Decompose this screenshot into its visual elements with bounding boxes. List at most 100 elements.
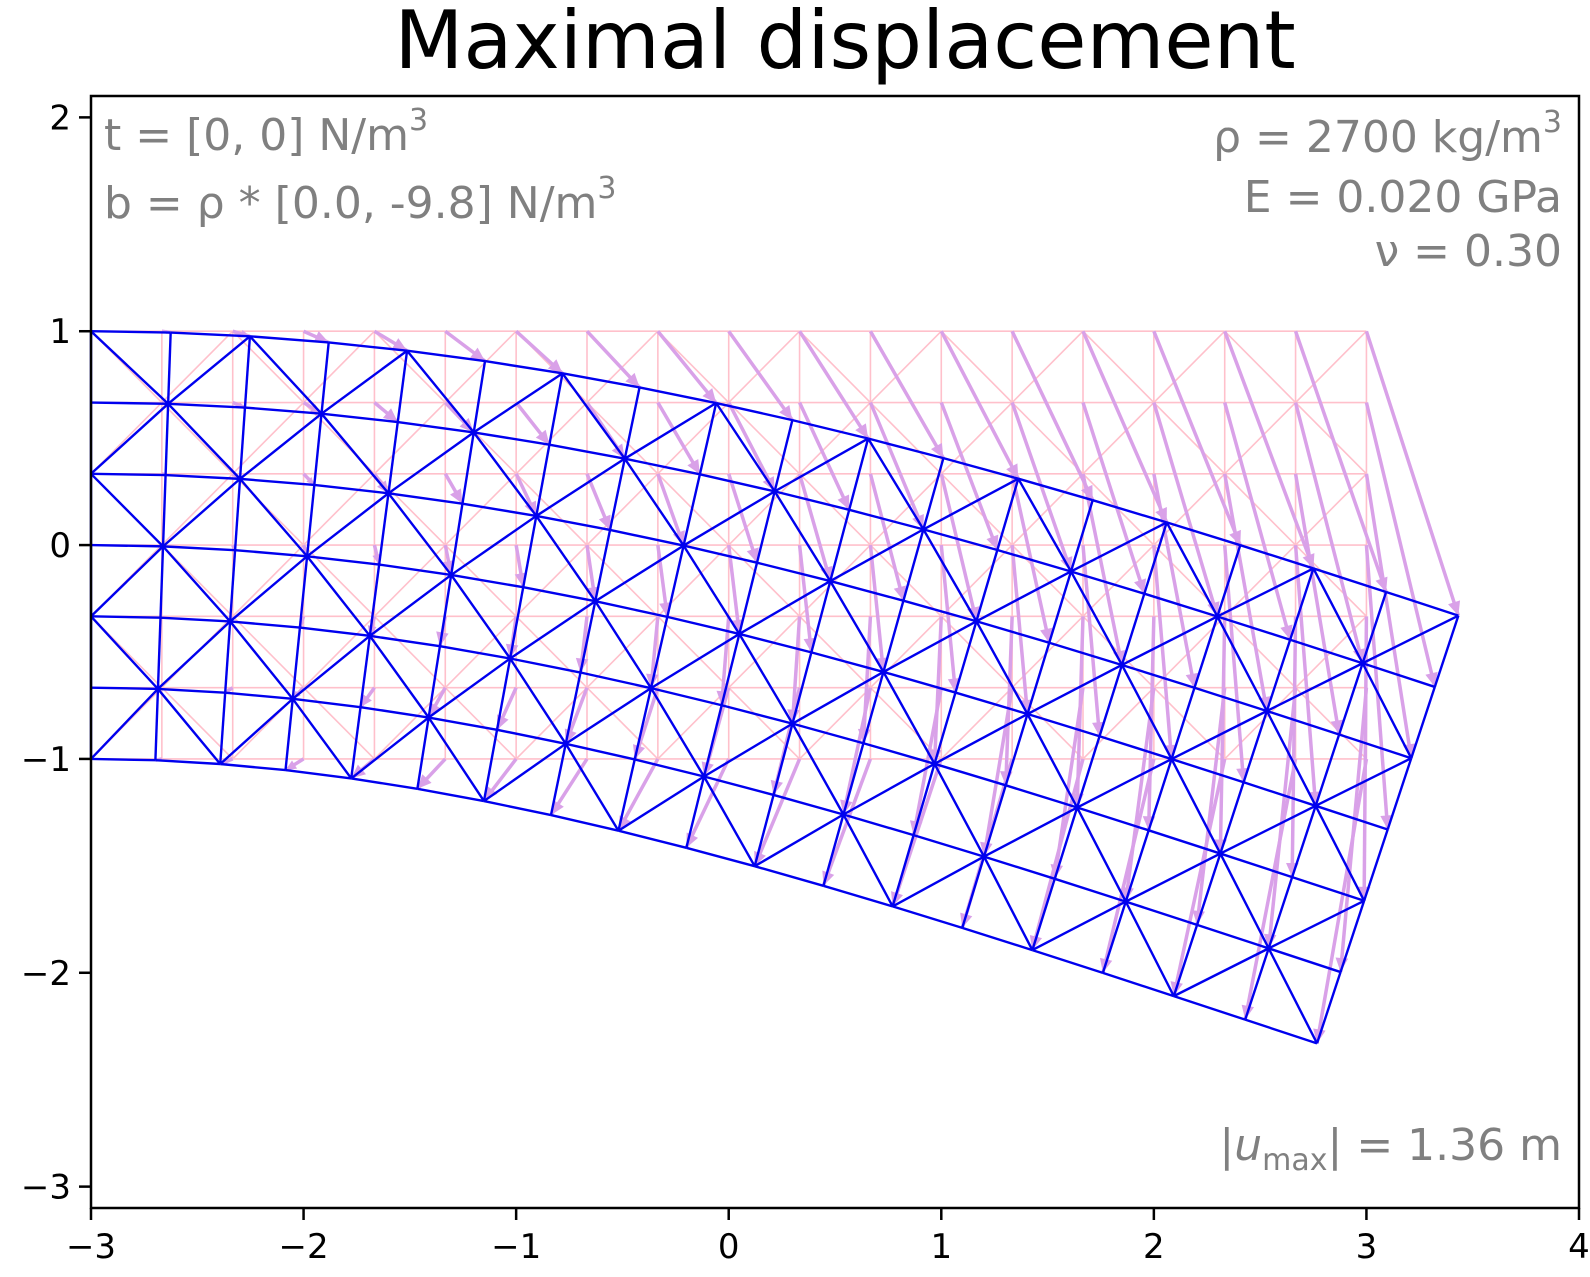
deformed-mesh-edge xyxy=(234,548,308,558)
y-axis: −3 −2 −1 0 1 2 xyxy=(21,98,91,1208)
original-mesh-edge xyxy=(1153,330,1226,404)
deformed-mesh-edge xyxy=(438,574,453,647)
displacement-arrow xyxy=(1081,473,1124,666)
y-tick-label: 0 xyxy=(49,526,71,566)
displacement-arrow xyxy=(797,544,814,653)
traction-annotation: t = [0, 0] N/m3 xyxy=(104,103,428,161)
deformed-mesh-edge xyxy=(702,704,723,777)
deformed-mesh-edge xyxy=(562,372,640,389)
deformed-mesh-edge xyxy=(715,402,776,493)
deformed-mesh-edge xyxy=(639,386,717,405)
displacement-arrow xyxy=(1290,616,1298,878)
deformed-mesh-edge xyxy=(773,793,844,816)
displacement-arrow xyxy=(1218,616,1227,854)
deformed-mesh-edge xyxy=(387,421,399,494)
original-mesh-edge xyxy=(1224,687,1297,760)
original-mesh-edge xyxy=(444,473,517,546)
original-mesh-edge xyxy=(940,473,1013,546)
deformed-mesh-edge xyxy=(416,717,430,789)
deformed-mesh-edge xyxy=(1170,687,1196,760)
deformed-mesh-edge xyxy=(1361,591,1388,664)
displacement-arrow xyxy=(1152,402,1220,617)
deformed-mesh-edge xyxy=(738,562,759,635)
deformed-mesh-edge xyxy=(1165,521,1219,618)
original-mesh-edge xyxy=(515,473,588,546)
deformed-mesh-edge xyxy=(1243,781,1317,807)
deformed-mesh-edge xyxy=(1433,615,1460,688)
deformed-mesh-edge xyxy=(1194,686,1268,713)
original-mesh-edge xyxy=(1295,330,1367,404)
original-mesh-edge xyxy=(940,687,1013,760)
deformed-mesh-edge xyxy=(450,574,512,660)
deformed-mesh-edge xyxy=(417,787,485,803)
deformed-mesh-edge xyxy=(892,905,963,930)
deformed-mesh-edge xyxy=(975,570,1072,623)
deformed-mesh-edge xyxy=(975,549,999,622)
deformed-mesh-edge xyxy=(166,332,172,404)
deformed-mesh-edge xyxy=(565,687,652,745)
x-tick-label: 0 xyxy=(718,1227,740,1267)
deformed-mesh-edge xyxy=(608,458,626,531)
deformed-mesh-edge xyxy=(829,579,904,602)
deformed-mesh-edge xyxy=(595,600,668,619)
original-mesh-edge xyxy=(373,330,446,404)
original-mesh-edge xyxy=(940,615,1013,689)
deformed-mesh-edge xyxy=(292,697,361,709)
displacement-arrowhead xyxy=(1380,815,1393,830)
deformed-mesh-edge xyxy=(157,688,222,765)
displacement-arrow xyxy=(1124,687,1156,902)
deformed-mesh-edge xyxy=(703,775,774,797)
deformed-mesh-edge xyxy=(912,763,936,836)
original-mesh-edge xyxy=(1224,330,1297,404)
deformed-mesh-edge xyxy=(1172,924,1199,997)
deformed-mesh-edge xyxy=(1337,662,1364,735)
original-mesh-edge xyxy=(728,473,801,546)
deformed-mesh-edge xyxy=(1076,757,1173,809)
deformed-mesh-edge xyxy=(702,775,756,867)
original-mesh-edge xyxy=(232,330,305,404)
deformed-mesh-edge xyxy=(954,620,978,693)
deformed-mesh-edge xyxy=(982,856,1034,951)
displacement-arrowhead xyxy=(547,359,563,374)
original-mesh-edge xyxy=(728,401,801,475)
deformed-mesh-edge xyxy=(509,657,581,674)
deformed-mesh-edge xyxy=(1026,713,1079,809)
original-mesh-edge xyxy=(940,401,1013,475)
original-mesh-edge xyxy=(232,544,305,617)
deformed-mesh-edge xyxy=(791,723,845,816)
deformed-mesh-edge xyxy=(1289,568,1315,641)
x-tick-label: 2 xyxy=(1143,1227,1165,1267)
displacement-arrow xyxy=(1081,401,1146,595)
deformed-mesh-edge xyxy=(933,692,957,765)
deformed-mesh-edge xyxy=(997,548,1072,573)
deformed-mesh-edge xyxy=(305,484,316,557)
deformed-mesh-edge xyxy=(892,855,985,908)
displacement-arrow xyxy=(1152,544,1174,760)
poisson-annotation: ν = 0.30 xyxy=(1375,226,1562,277)
deformed-mesh-edge xyxy=(484,359,563,375)
deformed-mesh-edge xyxy=(1027,712,1100,738)
deformed-mesh-edge xyxy=(550,813,619,832)
deformed-mesh-edge xyxy=(738,633,794,725)
deformed-mesh-edge xyxy=(306,492,390,558)
deformed-mesh-edge xyxy=(1069,499,1094,572)
deformed-mesh-edge xyxy=(461,432,475,504)
umax-annotation: |umax| = 1.36 m xyxy=(1219,1120,1562,1178)
deformed-mesh-edge xyxy=(1195,853,1222,926)
deformed-mesh-edge xyxy=(773,419,794,492)
deformed-mesh-edge xyxy=(229,620,294,700)
deformed-mesh-edge xyxy=(933,763,986,858)
deformed-mesh-edge xyxy=(791,670,885,725)
deformed-mesh-edge xyxy=(483,799,552,817)
displacement-arrowhead xyxy=(313,331,329,343)
x-tick-label: −3 xyxy=(66,1227,116,1267)
deformed-mesh-edge xyxy=(975,620,1029,715)
deformed-mesh-edge xyxy=(1216,567,1314,618)
deformed-mesh-edge xyxy=(1362,614,1459,665)
deformed-mesh-edge xyxy=(792,722,864,745)
displacement-arrow xyxy=(1222,473,1269,712)
deformed-mesh-edge xyxy=(961,926,1033,952)
original-mesh-edge xyxy=(373,615,446,689)
deformed-mesh-edge xyxy=(1242,710,1269,783)
deformed-mesh-edge xyxy=(1147,758,1173,831)
